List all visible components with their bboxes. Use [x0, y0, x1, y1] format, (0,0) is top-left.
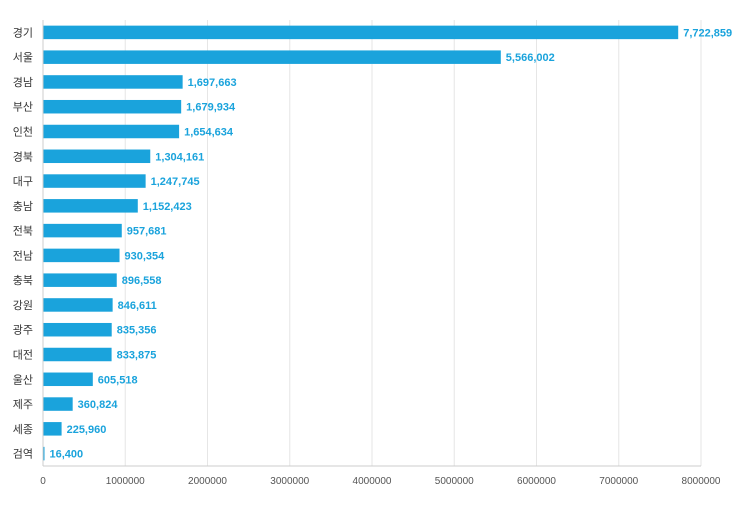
bar [43, 248, 120, 263]
category-label: 충북 [13, 274, 33, 287]
value-label: 1,152,423 [143, 201, 192, 213]
bar [43, 422, 62, 436]
category-label: 경기 [13, 26, 33, 39]
bar [43, 298, 113, 312]
bar [43, 273, 117, 287]
value-label: 846,611 [118, 300, 157, 312]
category-label: 전북 [13, 225, 33, 238]
x-tick-label: 8000000 [682, 476, 721, 487]
bar [43, 99, 182, 114]
category-label: 경남 [13, 76, 33, 89]
category-label: 서울 [13, 51, 33, 64]
bars [43, 25, 679, 461]
bar [43, 347, 112, 362]
value-label: 225,960 [67, 424, 107, 436]
value-label: 16,400 [50, 449, 84, 461]
bar [43, 50, 501, 64]
value-label: 833,875 [117, 350, 157, 362]
bar [43, 124, 180, 139]
bar [43, 372, 93, 387]
x-tick-label: 7000000 [599, 476, 638, 487]
value-labels: 7,722,859 5,566,002 1,697,663 1,679,934 1,65… [50, 27, 733, 460]
category-label: 대구 [13, 175, 33, 188]
category-label: 강원 [13, 299, 33, 312]
value-label: 360,824 [78, 399, 119, 411]
category-label: 부산 [13, 101, 33, 114]
category-label: 대전 [13, 349, 33, 362]
bar [43, 199, 138, 213]
category-label: 경북 [13, 150, 33, 163]
category-label: 검역 [13, 448, 33, 461]
category-label: 세종 [13, 423, 33, 436]
bar [43, 25, 679, 40]
value-label: 1,304,161 [155, 151, 204, 163]
category-label: 전남 [13, 249, 33, 262]
bar [43, 149, 151, 164]
value-label: 605,518 [98, 374, 138, 386]
x-tick-label: 1000000 [106, 476, 145, 487]
x-tick-label: 2000000 [188, 476, 227, 487]
x-tick-label: 0 [40, 476, 46, 487]
value-label: 1,679,934 [186, 102, 236, 114]
value-label: 5,566,002 [506, 52, 555, 64]
x-tick-label: 4000000 [353, 476, 392, 487]
category-label: 광주 [13, 324, 33, 337]
value-label: 930,354 [125, 250, 166, 262]
value-label: 1,654,634 [184, 127, 234, 139]
value-label: 957,681 [127, 226, 167, 238]
bar [43, 322, 112, 337]
bar [43, 174, 146, 188]
bar [43, 75, 183, 89]
value-label: 1,247,745 [151, 176, 200, 188]
x-tick-label: 3000000 [270, 476, 309, 487]
value-label: 1,697,663 [188, 77, 237, 89]
category-label: 울산 [13, 373, 33, 386]
x-tick-label: 5000000 [435, 476, 474, 487]
value-label: 835,356 [117, 325, 157, 337]
x-axis-tick-labels: 0 1000000 2000000 3000000 4000000 5000000 6000… [40, 476, 721, 487]
bar [43, 397, 73, 411]
category-label: 인천 [13, 125, 33, 139]
value-label: 7,722,859 [683, 27, 732, 39]
category-label: 제주 [13, 398, 33, 411]
value-label: 896,558 [122, 275, 162, 287]
bar [43, 223, 122, 238]
x-tick-label: 6000000 [517, 476, 556, 487]
category-label: 충남 [13, 200, 33, 213]
bar [43, 446, 45, 461]
grid-lines [124, 20, 702, 466]
